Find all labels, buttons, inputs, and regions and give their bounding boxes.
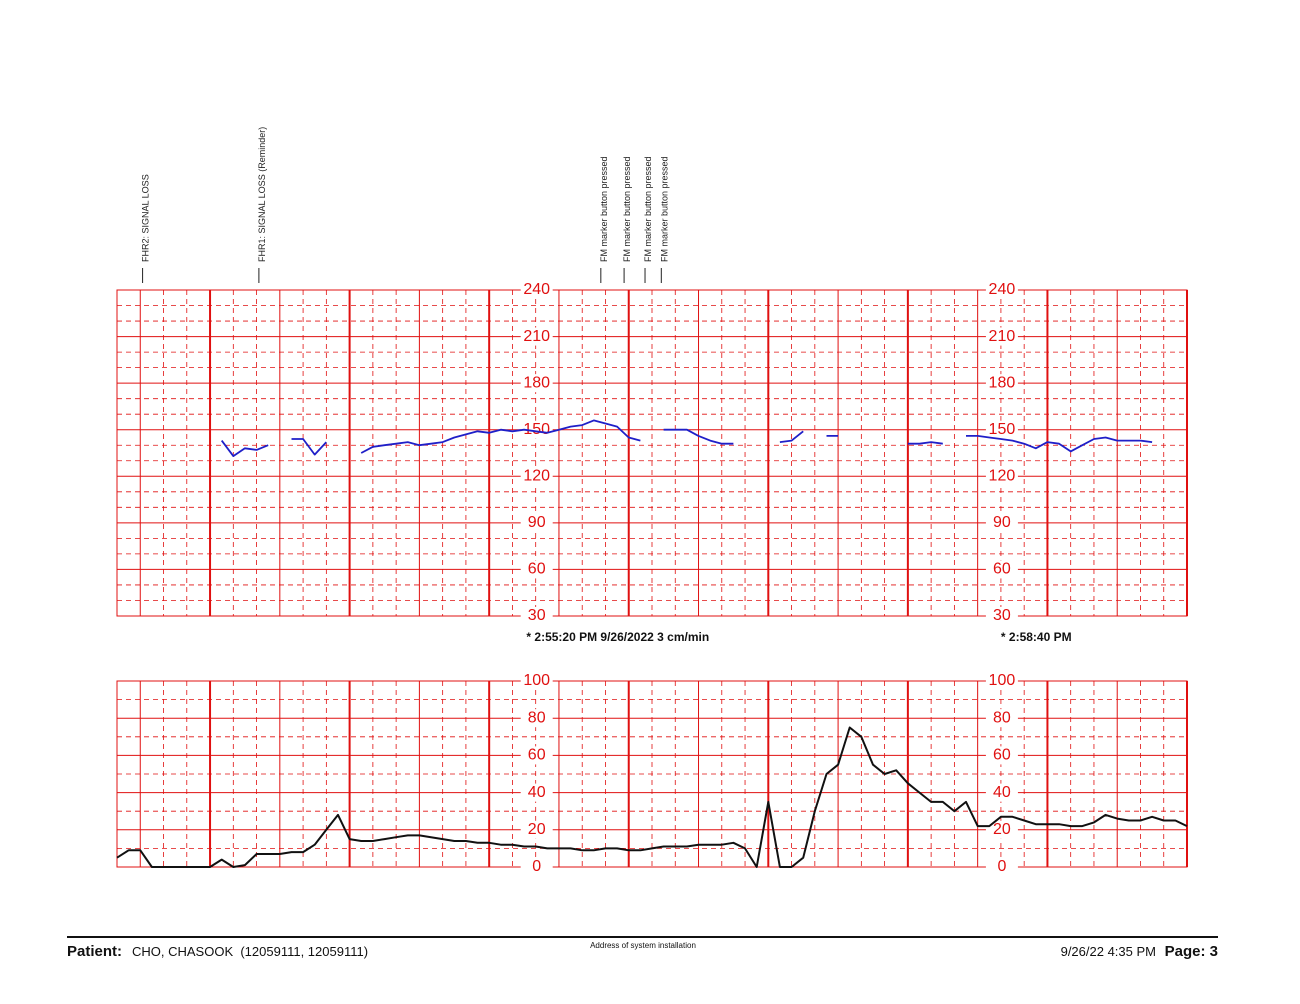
tick-label-bg bbox=[985, 467, 1018, 486]
annotation: FM marker button pressed bbox=[599, 156, 609, 262]
tick-label-bg bbox=[520, 820, 553, 839]
y-tick-label: 210 bbox=[523, 328, 550, 345]
tick-label-bg bbox=[985, 672, 1018, 690]
y-tick-label: 0 bbox=[532, 858, 541, 875]
y-tick-label: 150 bbox=[523, 421, 550, 438]
tick-label-bg bbox=[520, 374, 553, 393]
tick-label-bg bbox=[520, 709, 553, 728]
tick-label-bg bbox=[520, 783, 553, 802]
address: Address of system installation bbox=[590, 941, 696, 950]
tick-label-bg bbox=[985, 709, 1018, 728]
tick-label-bg bbox=[520, 560, 553, 579]
tick-label-bg bbox=[520, 420, 553, 439]
grid bbox=[116, 680, 1188, 868]
y-tick-label: 240 bbox=[989, 281, 1016, 298]
trace bbox=[116, 726, 1188, 868]
time-label: * 2:55:20 PM 9/26/2022 3 cm/min bbox=[526, 630, 709, 644]
tick-label-bg bbox=[985, 560, 1018, 579]
y-tick-label: 60 bbox=[993, 747, 1011, 764]
print-datetime: 9/26/22 4:35 PM bbox=[1061, 944, 1156, 959]
patient-label: Patient: bbox=[67, 943, 122, 960]
tick-label-bg bbox=[520, 281, 553, 299]
page-number: Page: 3 bbox=[1165, 943, 1218, 960]
tick-label-bg bbox=[520, 607, 553, 625]
y-tick-label: 20 bbox=[993, 821, 1011, 838]
y-tick-label: 210 bbox=[989, 328, 1016, 345]
tick-label-bg bbox=[520, 746, 553, 765]
time-label: * 2:58:40 PM bbox=[1001, 630, 1072, 644]
tick-label-bg bbox=[520, 858, 553, 876]
annotation: FM marker button pressed bbox=[622, 156, 632, 262]
y-tick-label: 180 bbox=[989, 374, 1016, 391]
y-tick-label: 80 bbox=[528, 709, 546, 726]
tick-label-bg bbox=[520, 467, 553, 486]
y-tick-label: 60 bbox=[528, 747, 546, 764]
tick-label-bg bbox=[985, 783, 1018, 802]
tick-label-bg bbox=[985, 374, 1018, 393]
y-tick-label: 180 bbox=[523, 374, 550, 391]
tick-label-bg bbox=[985, 607, 1018, 625]
tick-label-bg bbox=[985, 420, 1018, 439]
trace bbox=[220, 419, 1153, 457]
y-tick-label: 30 bbox=[993, 607, 1011, 624]
y-tick-label: 90 bbox=[528, 514, 546, 531]
tick-label-bg bbox=[985, 327, 1018, 346]
y-tick-label: 120 bbox=[523, 468, 550, 485]
y-tick-label: 120 bbox=[989, 468, 1016, 485]
y-tick-label: 240 bbox=[523, 281, 550, 298]
y-tick-label: 40 bbox=[993, 784, 1011, 801]
y-tick-label: 80 bbox=[993, 709, 1011, 726]
tick-label-bg bbox=[985, 513, 1018, 532]
y-tick-label: 100 bbox=[523, 672, 550, 689]
tick-label-bg bbox=[985, 746, 1018, 765]
grid bbox=[116, 289, 1188, 617]
y-tick-label: 40 bbox=[528, 784, 546, 801]
annotation: FM marker button pressed bbox=[643, 156, 653, 262]
tick-label-bg bbox=[520, 672, 553, 690]
y-tick-label: 20 bbox=[528, 821, 546, 838]
annotation: FHR2: SIGNAL LOSS bbox=[141, 174, 151, 262]
y-tick-label: 30 bbox=[528, 607, 546, 624]
tick-label-bg bbox=[985, 858, 1018, 876]
y-tick-label: 60 bbox=[993, 561, 1011, 578]
annotation: FHR1: SIGNAL LOSS (Reminder) bbox=[257, 127, 267, 262]
tick-label-bg bbox=[520, 327, 553, 346]
tick-label-bg bbox=[520, 513, 553, 532]
tick-label-bg bbox=[985, 281, 1018, 299]
y-tick-label: 90 bbox=[993, 514, 1011, 531]
patient-name: CHO, CHASOOK (12059111, 12059111) bbox=[132, 944, 368, 959]
annotation: FM marker button pressed bbox=[659, 156, 669, 262]
tick-label-bg bbox=[985, 820, 1018, 839]
y-tick-label: 150 bbox=[989, 421, 1016, 438]
y-tick-label: 60 bbox=[528, 561, 546, 578]
y-tick-label: 100 bbox=[989, 672, 1016, 689]
y-tick-label: 0 bbox=[997, 858, 1006, 875]
